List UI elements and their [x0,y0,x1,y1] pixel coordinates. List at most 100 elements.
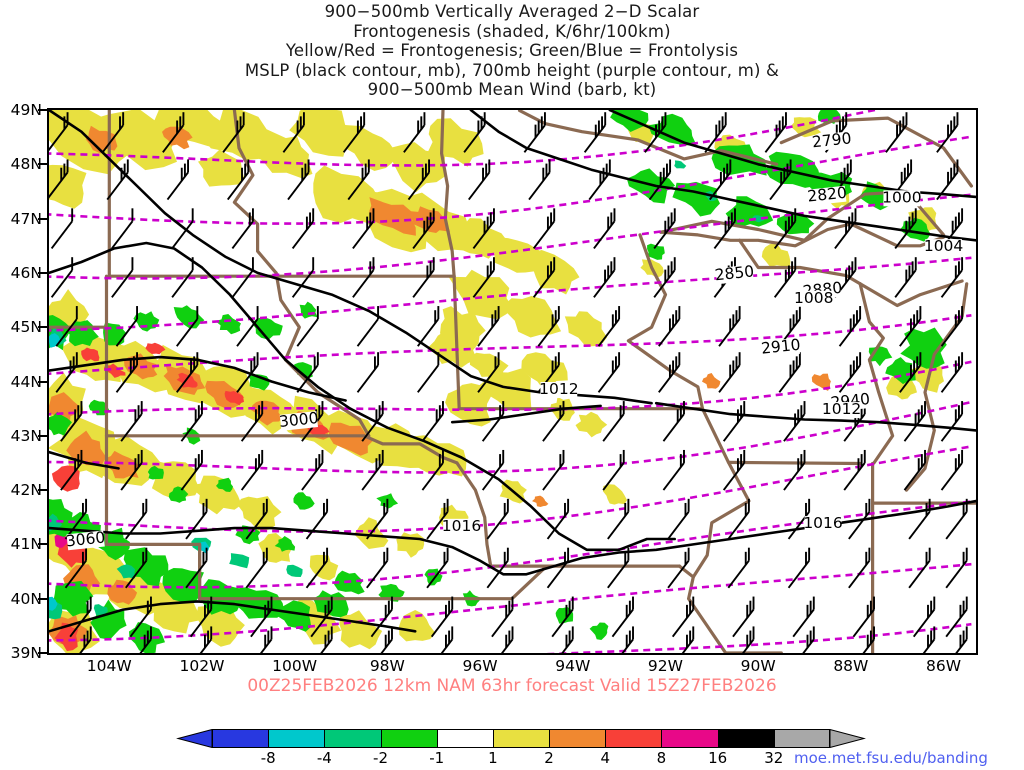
wind-barb [139,626,152,653]
wind-barb [245,547,268,589]
wind-barb [486,498,509,540]
wind-barb [185,547,208,589]
wind-barb [106,159,129,201]
wind-barb [356,306,380,347]
wind-barb [908,547,931,589]
wind-barb [417,352,440,393]
y-axis-label-43n: 43N [10,426,42,445]
colorbar-tick-neg8: -8 [260,749,276,767]
wind-barb [602,449,625,491]
wind-barb [236,352,259,393]
wind-barb-layer [49,112,968,653]
wind-barb [481,449,505,491]
y-axis-tick [38,434,47,437]
wind-barb [421,401,444,442]
y-axis-tick [38,109,47,111]
colorbar-segment-4 [436,729,493,748]
map-plot-area[interactable]: 2790 2820 2850 2880 2910 2940 3000 3060 1000 1004… [47,108,978,655]
wind-barb [486,547,509,589]
y-axis-label-49n: 49N [10,101,42,119]
y-axis-label-40n: 40N [10,589,42,608]
wind-barb [426,498,449,540]
wind-barb [342,112,366,153]
wind-barb [561,626,574,653]
wind-barb [945,498,968,540]
height-label-2790: 2790 [811,129,852,151]
wind-barb [783,401,806,442]
forecast-caption: 00Z25FEB2026 12km NAM 63hr forecast Vali… [247,676,777,696]
wind-barb [912,596,936,638]
wind-barb [648,159,672,201]
wind-barb [468,159,491,201]
wind-barb [945,547,968,589]
wind-barb [644,112,667,153]
wind-barb [528,159,551,201]
wind-barb [49,112,69,152]
wind-barb [120,401,143,442]
wind-barb [940,352,964,393]
wind-barb [55,352,78,393]
wind-barb [296,306,319,347]
wind-barb [778,352,801,393]
mslp-label-1008: 1008 [794,289,833,307]
height-label-3060: 3060 [65,528,106,550]
height-label-2910: 2910 [760,336,801,358]
wind-barb [583,112,607,153]
wind-barb [862,626,875,653]
wind-barb [681,626,695,653]
wind-barb [852,596,875,638]
wind-barb [185,498,208,540]
wind-barb [403,112,426,153]
wind-barb [361,449,384,491]
wind-barb [125,498,148,540]
y-axis-label-39n: 39N [10,644,42,662]
y-axis-tick [38,271,47,274]
x-axis-label-92w: 92W [647,657,683,675]
wind-barb [440,626,454,653]
wind-barb [764,112,787,153]
wind-barb [49,159,69,199]
colorbar-tick-16: 16 [708,749,728,767]
wind-barb [653,208,676,249]
wind-barb [783,449,806,491]
wind-barb [727,498,750,540]
colorbar-tick-8: 8 [656,749,667,767]
wind-barb [245,498,268,540]
colorbar-tick-neg2: -2 [373,749,389,767]
wind-barb [501,626,514,653]
wind-barb [250,596,273,638]
wind-barb [662,401,685,442]
wind-barb [903,449,926,491]
x-axis-label-98w: 98W [369,657,405,675]
x-axis-label-90w: 90W [740,657,776,675]
wind-barb [922,626,936,653]
wind-barb [240,401,264,442]
title-line-4: MSLP (black contour, mb), 700mb height (… [244,60,780,80]
y-axis-label-46n: 46N [10,263,42,282]
y-axis-tick [38,380,47,383]
wind-barb [101,112,125,153]
wind-barb [727,547,750,589]
wind-barb [125,547,148,589]
mslp-label-1000: 1000 [882,188,921,206]
y-axis-label-44n: 44N [10,372,42,391]
wind-barb [79,626,92,653]
wind-barb [407,159,431,201]
x-axis-label-96w: 96W [462,657,498,675]
wind-barb [940,257,964,298]
wind-barb [111,208,134,249]
x-axis-label-100w: 100W [272,657,318,675]
wind-barb [940,401,964,442]
wind-barb [176,306,199,347]
wind-barb [231,208,254,249]
wind-barb [704,112,727,153]
wind-barb [171,208,194,249]
wind-barb [463,112,486,153]
wind-barb [55,306,78,347]
x-axis-label-104w: 104W [86,657,132,675]
wind-barb [671,596,695,638]
wind-barb [838,306,862,347]
wind-barb [361,401,384,442]
wind-barb [588,159,611,201]
wind-barb [417,306,440,347]
